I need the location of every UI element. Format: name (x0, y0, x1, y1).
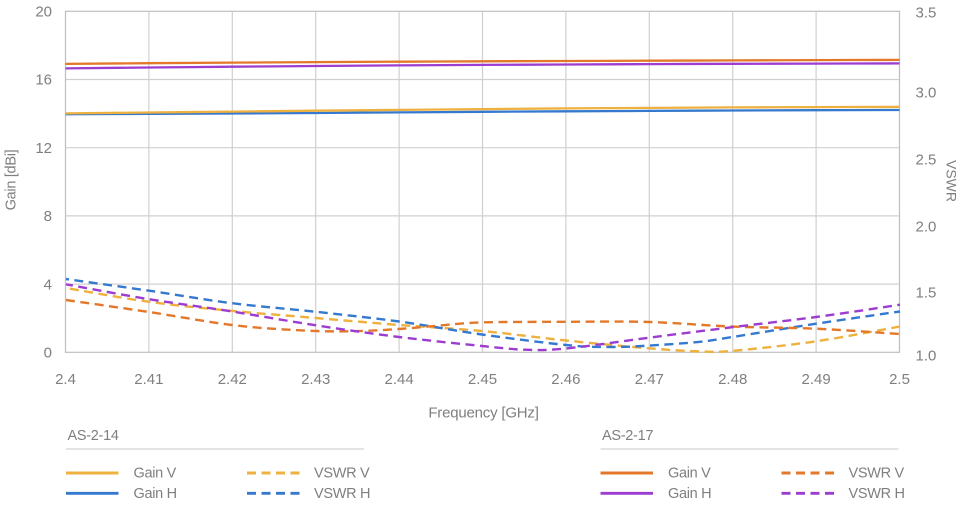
svg-text:Gain H: Gain H (668, 486, 711, 502)
svg-text:2.42: 2.42 (218, 371, 247, 388)
svg-text:1.0: 1.0 (916, 348, 937, 365)
svg-text:2.43: 2.43 (301, 371, 330, 388)
svg-text:2.45: 2.45 (468, 371, 497, 388)
svg-text:Gain V: Gain V (668, 466, 711, 482)
svg-text:8: 8 (44, 208, 52, 225)
svg-text:VSWR: VSWR (944, 160, 960, 202)
svg-text:VSWR H: VSWR H (849, 486, 905, 502)
svg-text:2.49: 2.49 (801, 371, 830, 388)
svg-text:2.41: 2.41 (134, 371, 163, 388)
svg-text:20: 20 (35, 4, 52, 21)
svg-text:2.0: 2.0 (916, 219, 937, 236)
svg-text:2.46: 2.46 (551, 371, 580, 388)
svg-text:AS-2-14: AS-2-14 (68, 428, 119, 444)
svg-text:Frequency [GHz]: Frequency [GHz] (428, 405, 538, 422)
svg-text:3.0: 3.0 (916, 85, 937, 102)
svg-text:3.5: 3.5 (916, 5, 937, 22)
svg-text:0: 0 (44, 345, 52, 362)
svg-text:VSWR V: VSWR V (849, 466, 905, 482)
svg-text:2.48: 2.48 (718, 371, 747, 388)
svg-text:4: 4 (44, 276, 52, 293)
svg-text:2.47: 2.47 (635, 371, 664, 388)
svg-text:Gain V: Gain V (134, 466, 177, 482)
svg-text:VSWR V: VSWR V (314, 466, 370, 482)
svg-text:Gain H: Gain H (134, 486, 177, 502)
svg-text:2.5: 2.5 (916, 152, 937, 169)
svg-text:12: 12 (35, 140, 52, 157)
svg-text:Gain [dBi]: Gain [dBi] (4, 150, 20, 211)
svg-text:2.4: 2.4 (55, 371, 76, 388)
svg-text:1.5: 1.5 (916, 285, 937, 302)
svg-text:2.44: 2.44 (384, 371, 413, 388)
svg-text:VSWR H: VSWR H (314, 486, 370, 502)
svg-text:16: 16 (35, 72, 52, 89)
svg-text:2.5: 2.5 (889, 371, 910, 388)
svg-text:AS-2-17: AS-2-17 (602, 428, 653, 444)
